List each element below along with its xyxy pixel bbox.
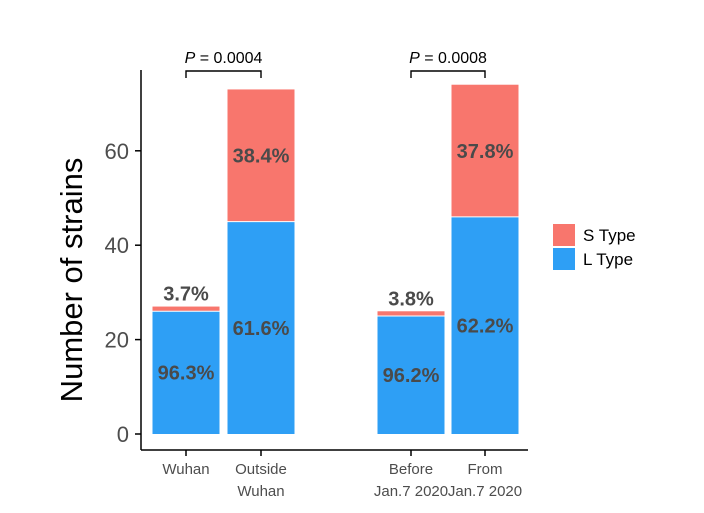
y-tick-label: 0 <box>117 422 129 447</box>
bar-value-label: 62.2% <box>457 315 514 337</box>
p-value-label: P = 0.0004 <box>185 50 263 67</box>
bar-value-label: 96.2% <box>383 365 440 387</box>
bars <box>152 84 519 434</box>
bar-s-type <box>227 89 295 222</box>
bar-l-type <box>152 311 220 434</box>
p-letter: P <box>185 50 196 67</box>
bar-value-label: 38.4% <box>233 146 290 168</box>
p-value-text: = 0.0004 <box>195 50 262 67</box>
bar-s-type <box>377 311 445 316</box>
x-tick-label: Before <box>389 461 433 478</box>
bar-value-label: 3.7% <box>163 284 209 306</box>
p-value-label: P = 0.0008 <box>409 50 487 67</box>
x-tick-label: Outside <box>235 461 287 478</box>
y-tick-label: 60 <box>105 139 129 164</box>
axes <box>140 70 528 451</box>
p-letter: P <box>409 50 420 67</box>
legend-swatch <box>553 224 575 246</box>
legend-swatch <box>553 248 575 270</box>
comparison-bracket <box>410 70 486 78</box>
y-tick-label: 40 <box>105 233 129 258</box>
bar-l-type <box>227 221 295 434</box>
comparisons: P = 0.0004 P = 0.0008 <box>185 50 487 78</box>
x-tick-label: From <box>468 461 503 478</box>
y-ticks: 0 20 40 60 <box>105 139 141 447</box>
p-value-text: = 0.0008 <box>420 50 487 67</box>
legend-label: S Type <box>583 226 636 245</box>
legend: S Type L Type <box>553 224 636 270</box>
bar-s-type <box>451 84 519 217</box>
x-tick-label: Jan.7 2020 <box>448 483 522 500</box>
y-axis-label: Number of strains <box>54 158 89 403</box>
bar-l-type <box>451 216 519 434</box>
bar-value-label: 61.6% <box>233 318 290 340</box>
bar-l-type <box>377 316 445 434</box>
bar-value-label: 96.3% <box>158 363 215 385</box>
x-tick-label: Jan.7 2020 <box>374 483 448 500</box>
x-tick-label: Wuhan <box>162 461 209 478</box>
comparison-bracket <box>185 70 262 78</box>
bar-value-label: 37.8% <box>457 141 514 163</box>
bar-labels: 96.3% 3.7% 61.6% 38.4% 96.2% 3.8% 62.2% 37.8% <box>158 141 514 387</box>
legend-label: L Type <box>583 250 633 269</box>
x-tick-label: Wuhan <box>237 483 284 500</box>
bar-value-label: 3.8% <box>388 288 434 310</box>
y-tick-label: 20 <box>105 328 129 353</box>
x-ticks: Wuhan Outside Wuhan Before Jan.7 2020 From Jan… <box>162 450 522 500</box>
bar-s-type <box>152 306 220 312</box>
